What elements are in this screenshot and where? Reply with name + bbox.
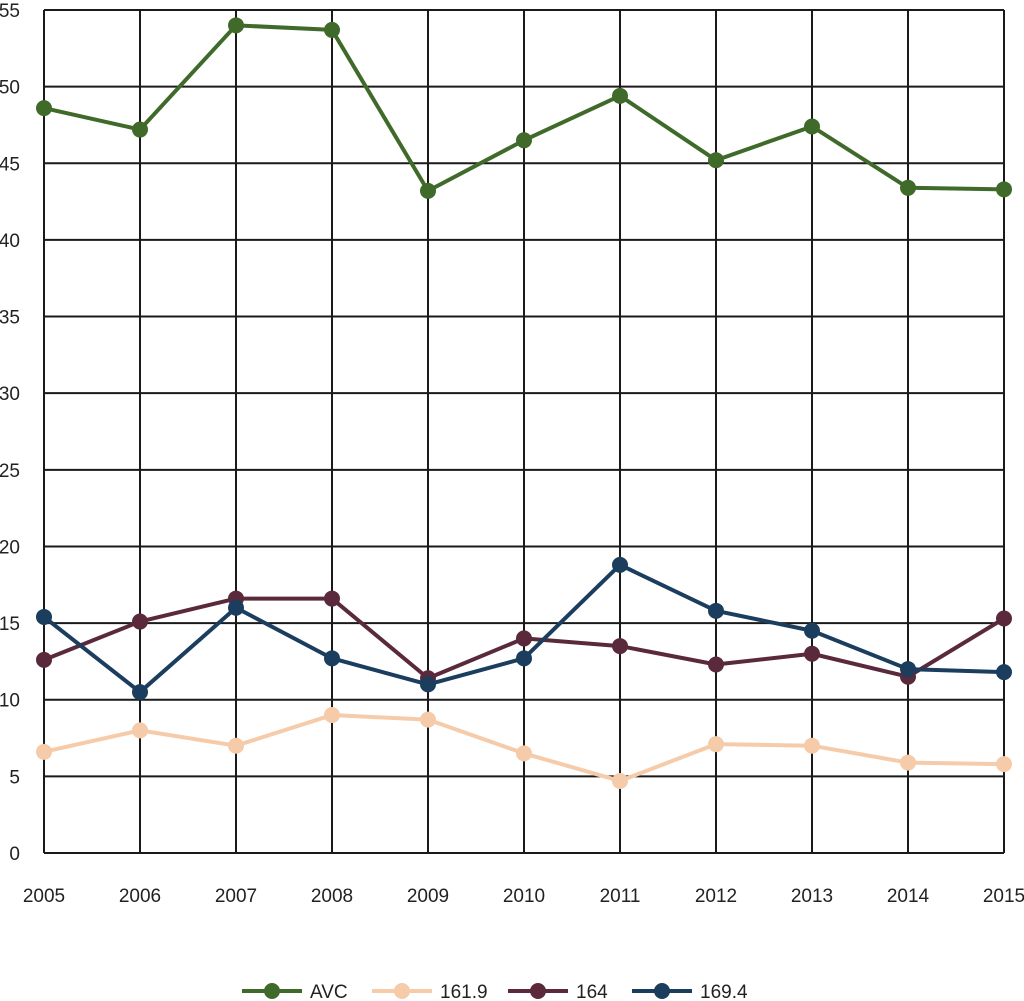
data-point bbox=[804, 645, 820, 662]
series-1 bbox=[36, 707, 1012, 789]
data-point bbox=[708, 736, 724, 753]
data-point bbox=[996, 610, 1012, 627]
data-point bbox=[420, 711, 436, 728]
legend-item-3: 169.4 bbox=[632, 982, 748, 1001]
data-point bbox=[324, 707, 340, 724]
data-point bbox=[420, 182, 436, 199]
data-point bbox=[900, 661, 916, 678]
legend-swatch-marker bbox=[654, 983, 670, 999]
y-tick-label: 55 bbox=[0, 1, 20, 22]
legend-swatch-marker bbox=[394, 983, 410, 999]
x-tick-label: 2005 bbox=[23, 886, 65, 907]
data-point bbox=[612, 638, 628, 655]
y-axis: 0 5 10 15 20 25 30 35 40 45 50 55 bbox=[0, 1, 20, 865]
x-tick-label: 2011 bbox=[600, 886, 641, 907]
data-point bbox=[708, 602, 724, 619]
legend-item-1: 161.9 bbox=[372, 982, 488, 1001]
series-2 bbox=[36, 590, 1012, 687]
x-axis: 2005 2006 2007 2008 2009 2010 2011 2012 2013 2014… bbox=[23, 886, 1024, 907]
data-point bbox=[708, 152, 724, 169]
legend-item-0: AVC bbox=[242, 982, 348, 1001]
x-tick-label: 2006 bbox=[119, 886, 161, 907]
data-point bbox=[228, 17, 244, 34]
y-tick-label: 45 bbox=[0, 154, 20, 175]
data-point bbox=[324, 21, 340, 38]
x-tick-label: 2009 bbox=[407, 886, 449, 907]
legend: AVC 161.9 164 169.4 bbox=[242, 982, 748, 1001]
legend-label: AVC bbox=[310, 982, 348, 1001]
data-point bbox=[612, 772, 628, 789]
data-point bbox=[36, 100, 52, 117]
x-tick-label: 2012 bbox=[695, 886, 737, 907]
data-point bbox=[804, 118, 820, 135]
data-point bbox=[996, 664, 1012, 681]
series-0 bbox=[36, 17, 1012, 199]
y-tick-label: 10 bbox=[0, 691, 20, 712]
data-point bbox=[900, 754, 916, 771]
y-tick-label: 50 bbox=[0, 78, 20, 99]
data-point bbox=[132, 121, 148, 138]
data-point bbox=[36, 651, 52, 668]
x-tick-label: 2015 bbox=[983, 886, 1024, 907]
data-point bbox=[132, 684, 148, 701]
data-point bbox=[516, 745, 532, 762]
legend-label: 164 bbox=[576, 982, 608, 1001]
data-point bbox=[324, 590, 340, 607]
data-point bbox=[516, 630, 532, 647]
legend-item-2: 164 bbox=[508, 982, 608, 1001]
data-point bbox=[708, 656, 724, 673]
x-tick-label: 2010 bbox=[503, 886, 545, 907]
series-layer bbox=[36, 17, 1012, 789]
legend-swatch-marker bbox=[264, 983, 280, 999]
data-point bbox=[612, 556, 628, 573]
legend-label: 169.4 bbox=[700, 982, 748, 1001]
x-tick-label: 2007 bbox=[215, 886, 257, 907]
data-point bbox=[420, 676, 436, 693]
y-tick-label: 40 bbox=[0, 231, 20, 252]
data-point bbox=[612, 87, 628, 104]
legend-label: 161.9 bbox=[440, 982, 488, 1001]
data-point bbox=[516, 650, 532, 667]
y-tick-label: 15 bbox=[0, 614, 20, 635]
data-point bbox=[228, 599, 244, 616]
x-tick-label: 2014 bbox=[887, 886, 930, 907]
data-point bbox=[996, 756, 1012, 773]
data-point bbox=[228, 737, 244, 754]
data-point bbox=[900, 179, 916, 196]
y-tick-label: 30 bbox=[0, 384, 20, 405]
data-point bbox=[36, 608, 52, 625]
x-tick-label: 2013 bbox=[791, 886, 833, 907]
data-point bbox=[804, 737, 820, 754]
data-point bbox=[804, 622, 820, 639]
data-point bbox=[36, 743, 52, 760]
x-tick-label: 2008 bbox=[311, 886, 353, 907]
y-tick-label: 20 bbox=[0, 537, 20, 558]
y-tick-label: 0 bbox=[9, 844, 20, 865]
data-point bbox=[516, 132, 532, 149]
y-tick-label: 35 bbox=[0, 308, 20, 329]
data-point bbox=[132, 613, 148, 630]
series-3 bbox=[36, 556, 1012, 701]
y-tick-label: 5 bbox=[9, 767, 20, 788]
legend-swatch-marker bbox=[530, 983, 546, 999]
grid bbox=[43, 9, 1005, 854]
y-tick-label: 25 bbox=[0, 461, 20, 482]
data-point bbox=[324, 650, 340, 667]
data-point bbox=[996, 181, 1012, 198]
data-point bbox=[132, 722, 148, 739]
